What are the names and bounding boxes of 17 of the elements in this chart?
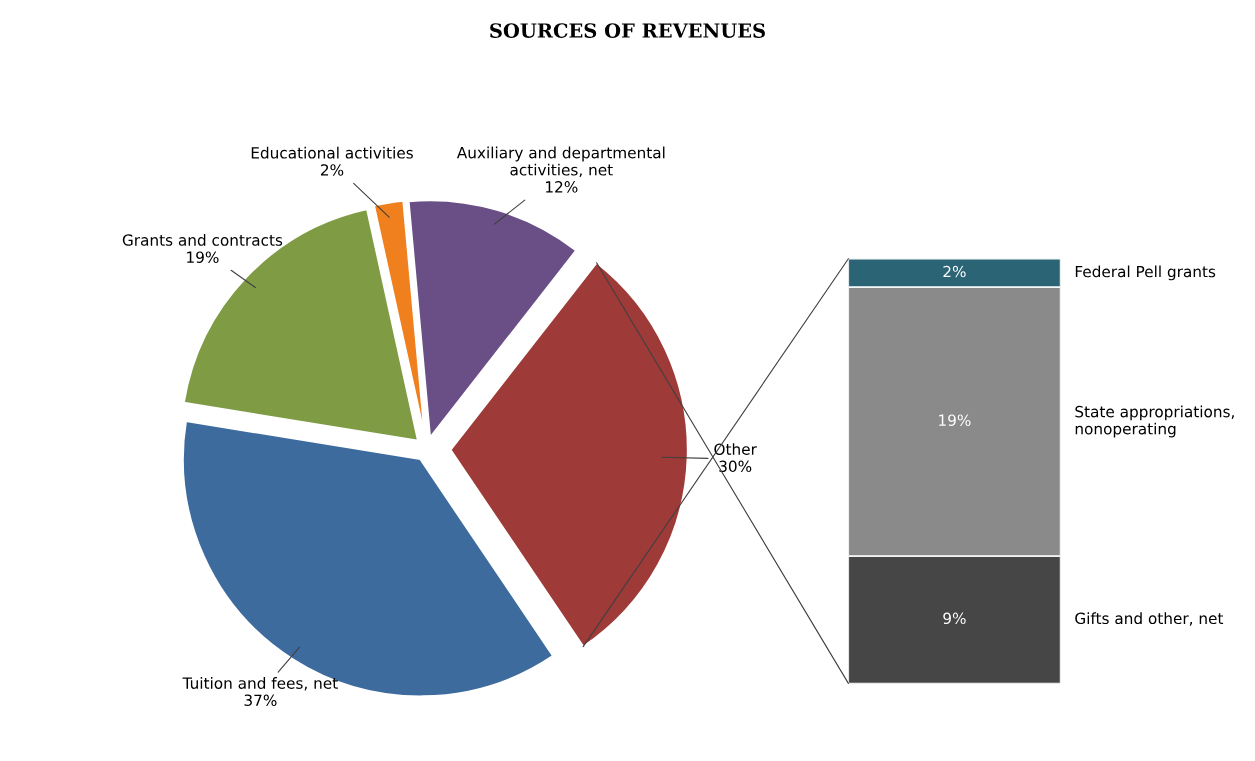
slice-label: Educational activities (251, 146, 413, 159)
data-label: 19% (187, 251, 219, 263)
series-label: Gifts and other, net (1075, 612, 1224, 626)
data-label: 2% (943, 265, 966, 278)
series-label: State appropriations, nonoperating (1075, 405, 1234, 438)
data-label: 12% (546, 181, 578, 193)
data-label: 19% (939, 414, 971, 426)
chart-title: SOURCES OF REVENUES (490, 23, 765, 38)
slice-label: Tuition and fees, net (182, 677, 338, 691)
slice-label: Other (714, 443, 757, 455)
data-label: 9% (943, 612, 966, 625)
data-label: 2% (320, 164, 344, 176)
data-label: 37% (244, 694, 277, 707)
series-label: Federal Pell grants (1075, 265, 1216, 281)
slice-label: Grants and contracts (122, 234, 283, 246)
slice-label: Auxiliary and departmental activities, net (456, 146, 665, 178)
data-label: 30% (719, 460, 752, 473)
